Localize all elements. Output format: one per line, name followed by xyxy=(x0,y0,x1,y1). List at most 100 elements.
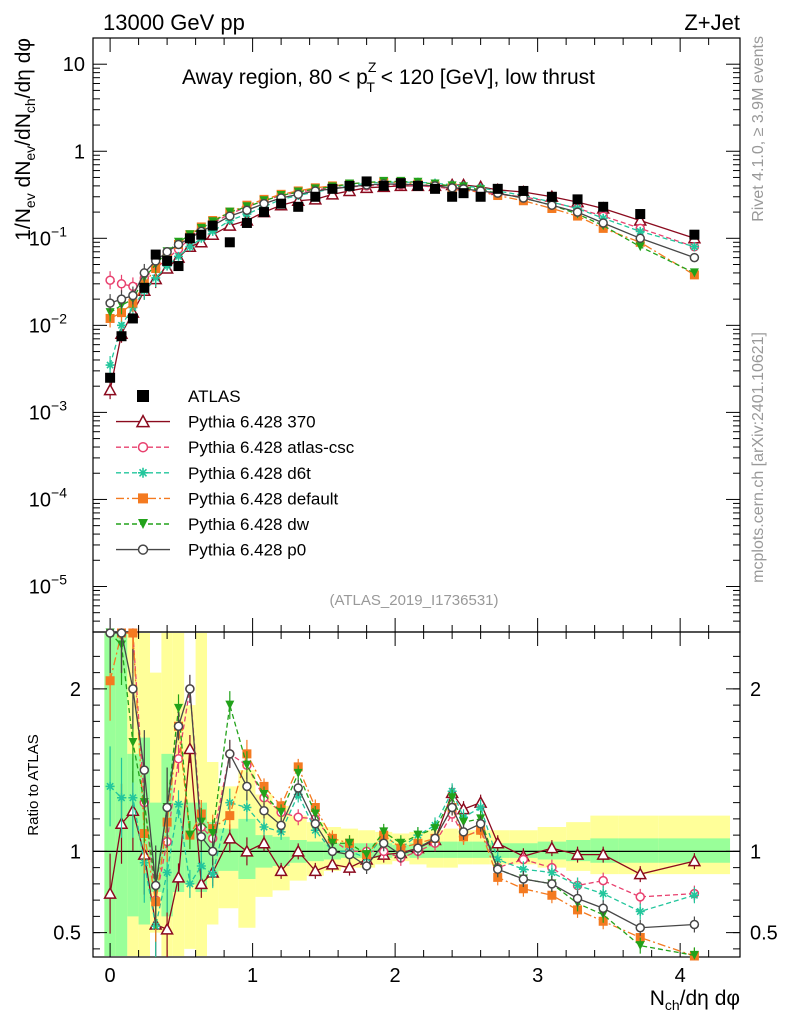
ratio-point-p0 xyxy=(430,833,440,844)
ratio-point-p0 xyxy=(276,820,286,831)
ratio-point-dw xyxy=(225,700,235,710)
ratio-y-tick-label-right: 2 xyxy=(750,679,761,701)
main-point-atlas xyxy=(127,313,138,324)
main-point-p0 xyxy=(293,189,303,200)
ratio-panel: 0.5 0.5 1 1 2 2 0 1 2 3 4 xyxy=(53,628,778,987)
ratio-point-p0 xyxy=(293,783,303,793)
ratio-point-p370 xyxy=(490,836,505,849)
main-point-p0 xyxy=(689,252,700,263)
main-point-p0 xyxy=(105,298,115,308)
ratio-point-p370 xyxy=(596,847,610,860)
main-point-p0 xyxy=(116,294,127,304)
ratio-point-p0 xyxy=(378,838,389,848)
ratio-point-p370 xyxy=(223,831,237,844)
ratio-point-p370 xyxy=(291,844,305,857)
ratio-point-d6t xyxy=(196,861,206,871)
main-y-tick-label: 10−3 xyxy=(29,397,67,424)
band-green xyxy=(172,802,185,892)
ratio-point-p0 xyxy=(327,846,338,857)
ratio-point-dw xyxy=(635,941,645,951)
ratio-point-p0 xyxy=(196,832,207,842)
ratio-point-d6t xyxy=(162,868,172,877)
main-y-tick-exp: −2 xyxy=(51,310,67,326)
ratio-point-default xyxy=(128,628,138,638)
main-point-p0 xyxy=(173,239,184,250)
main-y-tick-exp: −5 xyxy=(51,571,67,587)
legend-label-atlas: ATLAS xyxy=(188,387,241,406)
ratio-point-default xyxy=(493,872,503,882)
ratio-point-dw xyxy=(185,830,195,840)
main-point-atlas xyxy=(173,261,184,272)
main-point-p0 xyxy=(139,268,150,278)
ratio-point-p0 xyxy=(447,802,457,813)
ratio-point-p370 xyxy=(342,860,357,873)
ratio-point-p370 xyxy=(308,863,323,877)
main-point-atlas xyxy=(224,237,235,248)
main-point-atlas_csc xyxy=(116,279,127,289)
x-tick-label: 3 xyxy=(532,965,543,987)
main-point-atlas xyxy=(492,183,503,194)
ratio-frame xyxy=(92,631,741,958)
legend-marker-default xyxy=(138,493,148,504)
main-point-atlas xyxy=(105,372,116,383)
ratio-point-dw xyxy=(196,817,206,827)
main-y-tick-label: 10−5 xyxy=(29,571,67,598)
ratio-point-p0 xyxy=(635,923,645,933)
main-point-atlas xyxy=(150,249,161,260)
ratio-point-p370 xyxy=(183,741,197,755)
ratio-point-d6t xyxy=(476,803,486,812)
ratio-point-dw xyxy=(362,850,372,860)
ratio-point-p370 xyxy=(274,863,288,877)
ratio-point-d6t xyxy=(689,890,699,900)
ratio-point-default xyxy=(547,890,557,900)
main-point-atlas xyxy=(689,229,700,240)
main-point-atlas xyxy=(259,207,270,218)
ratio-point-p0 xyxy=(689,919,700,930)
ratio-point-dw xyxy=(310,809,320,819)
main-y-tick-base: 10 xyxy=(29,228,51,250)
ratio-point-p0 xyxy=(207,846,218,857)
x-tick-label: 0 xyxy=(105,965,116,987)
ratio-point-default xyxy=(105,676,115,686)
ratio-point-d6t xyxy=(242,803,252,812)
ratio-point-d6t xyxy=(635,907,645,916)
ratio-point-d6t xyxy=(185,879,195,889)
legend-label-dw: Pythia 6.428 dw xyxy=(188,515,310,534)
legend-label-p0: Pythia 6.428 p0 xyxy=(188,541,306,560)
ratio-point-d6t xyxy=(105,781,115,791)
ratio-point-p0 xyxy=(361,861,372,871)
ratio-point-d6t xyxy=(598,889,608,899)
band-green xyxy=(472,841,490,858)
ratio-point-p0 xyxy=(413,843,423,853)
main-point-atlas xyxy=(458,188,469,199)
main-y-tick-exp: −1 xyxy=(51,223,67,239)
x-tick-label: 2 xyxy=(390,965,401,987)
legend-marker-atlas xyxy=(137,390,149,402)
main-point-p0 xyxy=(572,207,583,217)
ratio-point-dw xyxy=(459,817,469,827)
main-point-atlas xyxy=(196,229,207,240)
ratio-y-tick-label-right: 0.5 xyxy=(750,923,778,945)
ratio-point-p370 xyxy=(257,836,271,849)
rivet-label: Rivet 4.1.0, ≥ 3.9M events xyxy=(750,36,767,222)
ratio-point-default xyxy=(259,781,269,791)
ratio-point-p370 xyxy=(570,847,585,860)
panel-title-sub: T xyxy=(366,79,375,95)
main-point-atlas xyxy=(598,201,609,212)
main-point-p0 xyxy=(635,233,645,244)
main-point-p0 xyxy=(128,290,138,301)
legend-label-default: Pythia 6.428 default xyxy=(188,489,339,508)
ratio-point-p370 xyxy=(545,841,559,854)
ratio-point-p370 xyxy=(103,886,117,899)
ratio-point-p370 xyxy=(240,844,254,857)
panel-title-main: Away region, 80 < p xyxy=(182,66,368,89)
panel-title-rest: < 120 [GeV], low thrust xyxy=(375,66,595,89)
main-point-p0 xyxy=(259,198,269,209)
band-green xyxy=(618,838,659,863)
ratio-point-atlas_csc xyxy=(598,875,608,886)
main-point-d6t xyxy=(105,360,115,370)
ratio-point-p0 xyxy=(242,781,252,792)
main-y-tick-label: 10−4 xyxy=(29,484,67,511)
